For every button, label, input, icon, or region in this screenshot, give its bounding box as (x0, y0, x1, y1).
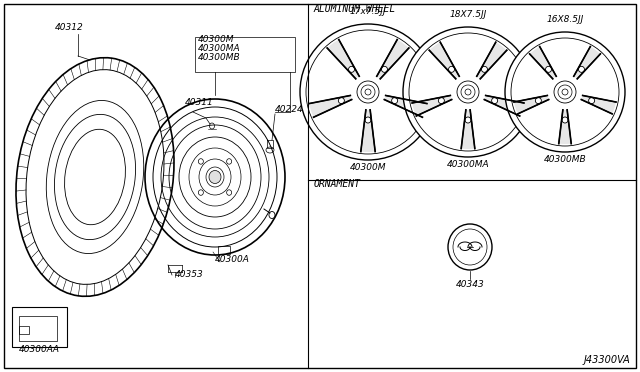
Polygon shape (581, 96, 616, 114)
Ellipse shape (579, 66, 584, 72)
Ellipse shape (227, 190, 232, 195)
Text: 16X8.5JJ: 16X8.5JJ (547, 15, 584, 24)
Bar (19, 316, 57, 341)
Polygon shape (477, 42, 507, 79)
Text: 40311: 40311 (185, 98, 214, 107)
Ellipse shape (349, 66, 355, 72)
Text: 18X7.5JJ: 18X7.5JJ (449, 10, 486, 19)
Bar (218, 246, 230, 254)
Ellipse shape (392, 98, 397, 104)
Polygon shape (361, 110, 375, 152)
Text: 40300A: 40300A (215, 255, 250, 264)
Ellipse shape (562, 117, 568, 123)
Ellipse shape (198, 190, 204, 195)
Polygon shape (309, 96, 351, 117)
Ellipse shape (361, 85, 375, 99)
Text: ALUMINUM WHEEL: ALUMINUM WHEEL (314, 4, 396, 14)
Ellipse shape (589, 98, 595, 104)
Polygon shape (327, 39, 359, 79)
Text: 40312: 40312 (55, 23, 84, 32)
Polygon shape (429, 42, 460, 79)
Ellipse shape (339, 98, 344, 104)
Ellipse shape (457, 81, 479, 103)
Polygon shape (385, 96, 427, 117)
Polygon shape (484, 96, 524, 116)
Ellipse shape (449, 66, 454, 72)
Polygon shape (530, 46, 556, 79)
Text: J43300VA: J43300VA (583, 355, 630, 365)
Polygon shape (559, 110, 572, 144)
Ellipse shape (209, 170, 221, 183)
Ellipse shape (438, 98, 444, 104)
Ellipse shape (461, 85, 475, 99)
Text: 40300MA: 40300MA (447, 160, 490, 169)
Text: 40300M: 40300M (349, 163, 387, 172)
Ellipse shape (365, 117, 371, 123)
Polygon shape (461, 110, 475, 149)
Text: 40353: 40353 (175, 270, 204, 279)
Text: 40300M: 40300M (198, 35, 234, 44)
Ellipse shape (365, 89, 371, 95)
Ellipse shape (465, 117, 471, 123)
Ellipse shape (554, 81, 576, 103)
Ellipse shape (492, 98, 498, 104)
Ellipse shape (562, 89, 568, 95)
Ellipse shape (545, 66, 552, 72)
Ellipse shape (536, 98, 541, 104)
Ellipse shape (558, 85, 572, 99)
Ellipse shape (403, 27, 533, 157)
Ellipse shape (357, 81, 379, 103)
Text: 40300MB: 40300MB (544, 155, 586, 164)
Bar (19, 326, 29, 334)
Text: 40300AA: 40300AA (19, 345, 60, 354)
Ellipse shape (465, 89, 471, 95)
Ellipse shape (505, 32, 625, 152)
Text: ORNAMENT: ORNAMENT (314, 179, 361, 189)
Ellipse shape (300, 24, 436, 160)
Ellipse shape (198, 159, 204, 164)
Ellipse shape (481, 66, 488, 72)
Text: 17x7.5JJ: 17x7.5JJ (349, 7, 387, 16)
Ellipse shape (227, 159, 232, 164)
Polygon shape (412, 96, 452, 116)
Ellipse shape (381, 66, 387, 72)
Polygon shape (514, 96, 548, 114)
Polygon shape (377, 39, 409, 79)
Text: 40300MA: 40300MA (198, 44, 241, 53)
Polygon shape (574, 46, 600, 79)
Text: 40343: 40343 (456, 280, 484, 289)
Bar (195, 37, 295, 72)
Text: 40300MB: 40300MB (198, 53, 241, 62)
Bar (12, 307, 67, 347)
Ellipse shape (269, 212, 275, 218)
Text: 40224: 40224 (275, 105, 304, 114)
